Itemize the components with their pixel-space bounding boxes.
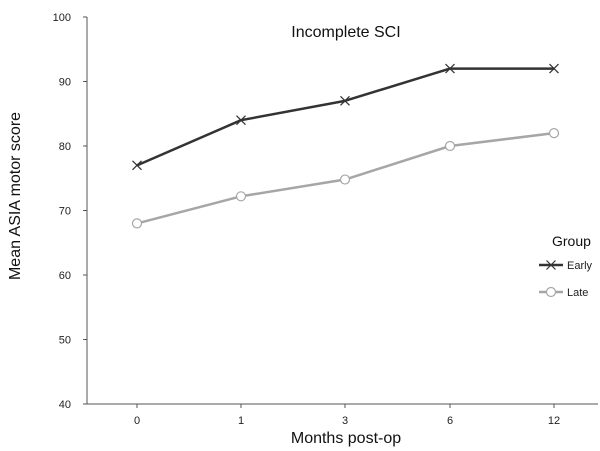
y-tick-label: 40 — [59, 399, 71, 411]
early-data-point — [132, 160, 142, 171]
x-tick-labels: 0 1 3 6 12 — [134, 404, 560, 427]
x-tick-label: 3 — [342, 415, 348, 427]
chart-title: Incomplete SCI — [291, 24, 400, 41]
early-data-point — [549, 63, 559, 74]
y-axis-title: Mean ASIA motor score — [7, 112, 24, 280]
x-tick-label: 0 — [134, 415, 140, 427]
legend: Group Early Late — [539, 233, 593, 299]
legend-label-early: Early — [567, 260, 593, 272]
legend-marker-late — [545, 286, 557, 298]
early-data-point — [445, 63, 455, 74]
y-tick-label: 60 — [59, 270, 71, 282]
late-data-point — [235, 191, 247, 202]
x-tick-label: 12 — [548, 415, 560, 427]
late-data-point — [548, 128, 560, 139]
y-tick-label: 80 — [59, 141, 71, 153]
x-tick-label: 1 — [238, 415, 244, 427]
legend-title: Group — [552, 233, 591, 249]
legend-label-late: Late — [567, 287, 588, 299]
y-tick-label: 100 — [53, 12, 71, 24]
late-data-point — [339, 174, 351, 185]
y-tick-label: 90 — [59, 77, 71, 89]
early-data-point — [236, 115, 246, 126]
late-data-point — [444, 140, 456, 152]
series-layer — [131, 63, 560, 229]
x-tick-label: 6 — [447, 415, 453, 427]
y-tick-label: 70 — [59, 206, 71, 218]
legend-marker-early — [546, 260, 556, 270]
y-tick-label: 50 — [59, 335, 71, 347]
early-series-line — [136, 67, 554, 167]
y-tick-labels: 40 50 60 70 80 90 100 — [53, 12, 87, 411]
early-data-point — [340, 95, 350, 106]
legend-items: Early Late — [539, 260, 593, 299]
late-data-point — [131, 218, 143, 229]
x-axis-title: Months post-op — [291, 430, 401, 447]
